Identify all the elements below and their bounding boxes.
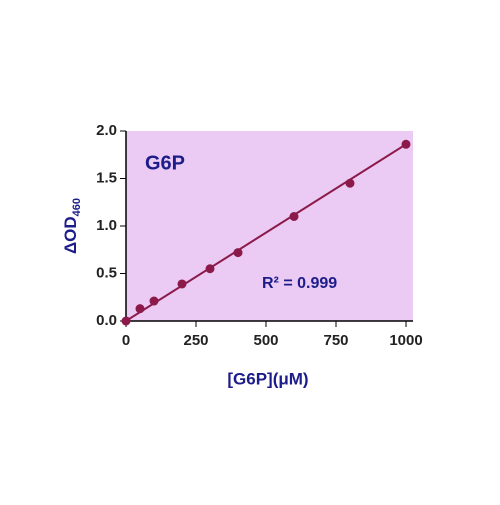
- plot-area: [126, 131, 413, 321]
- data-point: [121, 316, 131, 326]
- y-tick-label: 1.0: [96, 217, 117, 234]
- data-point: [177, 279, 187, 289]
- y-tick-label: 0.0: [96, 312, 117, 329]
- data-point: [345, 178, 355, 188]
- y-axis-label-text: ΔOD: [61, 216, 80, 254]
- x-tick-label: 500: [253, 332, 278, 349]
- x-tick-label: 750: [323, 332, 348, 349]
- annotation: R² = 0.999: [262, 275, 337, 292]
- data-point: [135, 304, 145, 314]
- trendline: [125, 143, 407, 322]
- data-point: [205, 264, 215, 274]
- y-tick-label: 2.0: [96, 122, 117, 139]
- x-tick-label: 0: [122, 332, 130, 349]
- data-point: [289, 212, 299, 221]
- x-axis-label: [G6P](μM): [227, 369, 308, 388]
- data-point: [149, 296, 159, 306]
- data-point: [401, 139, 411, 149]
- chart-title: G6P: [145, 152, 185, 174]
- y-axis-label-subscript: 460: [71, 198, 83, 216]
- data-point: [233, 248, 243, 258]
- y-tick-label: 1.5: [96, 169, 117, 186]
- y-tick-label: 0.5: [96, 264, 117, 281]
- y-axis-label: ΔOD460: [61, 198, 82, 254]
- x-tick-label: 250: [183, 332, 208, 349]
- x-tick-label: 1000: [389, 332, 422, 349]
